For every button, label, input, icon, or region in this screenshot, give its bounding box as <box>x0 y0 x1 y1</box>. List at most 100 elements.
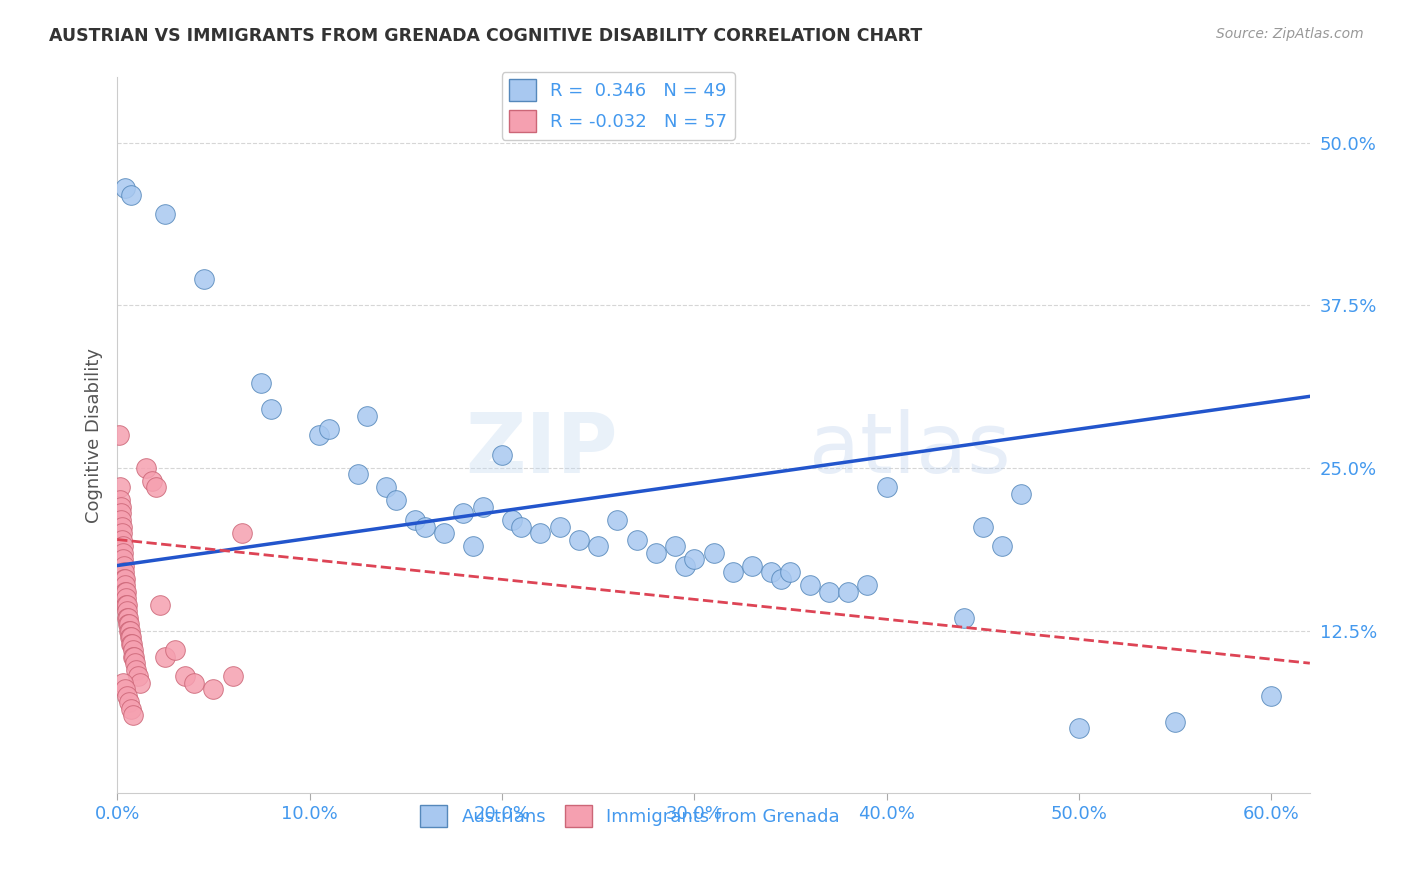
Point <box>606 513 628 527</box>
Point <box>111 526 134 541</box>
Point <box>112 565 135 579</box>
Point <box>491 448 513 462</box>
Point <box>112 558 135 573</box>
Point <box>1164 714 1187 729</box>
Point <box>173 669 195 683</box>
Point <box>118 624 141 638</box>
Point <box>114 584 136 599</box>
Point <box>375 480 398 494</box>
Point <box>664 539 686 553</box>
Point <box>461 539 484 553</box>
Point <box>769 572 792 586</box>
Point <box>856 578 879 592</box>
Point <box>799 578 821 592</box>
Point <box>112 572 135 586</box>
Point <box>148 598 170 612</box>
Point <box>111 539 134 553</box>
Point <box>115 604 138 618</box>
Point <box>318 422 340 436</box>
Point <box>121 649 143 664</box>
Point <box>125 663 148 677</box>
Text: atlas: atlas <box>808 409 1011 491</box>
Text: AUSTRIAN VS IMMIGRANTS FROM GRENADA COGNITIVE DISABILITY CORRELATION CHART: AUSTRIAN VS IMMIGRANTS FROM GRENADA COGN… <box>49 27 922 45</box>
Point <box>991 539 1014 553</box>
Point <box>120 637 142 651</box>
Point <box>548 519 571 533</box>
Point <box>121 643 143 657</box>
Point <box>111 519 134 533</box>
Point <box>155 207 177 221</box>
Point <box>250 376 273 391</box>
Point <box>114 572 136 586</box>
Point <box>118 624 141 638</box>
Point <box>118 617 141 632</box>
Point <box>779 565 801 579</box>
Point <box>110 507 132 521</box>
Point <box>202 682 225 697</box>
Point <box>145 480 167 494</box>
Point <box>121 637 143 651</box>
Point <box>117 610 139 624</box>
Point <box>644 545 666 559</box>
Point <box>114 682 136 697</box>
Point <box>1260 689 1282 703</box>
Point <box>413 519 436 533</box>
Point <box>510 519 533 533</box>
Point <box>231 526 253 541</box>
Point <box>626 533 648 547</box>
Point <box>118 630 141 644</box>
Point <box>221 669 243 683</box>
Point <box>155 649 177 664</box>
Point <box>114 181 136 195</box>
Point <box>108 428 131 442</box>
Point <box>115 689 138 703</box>
Point <box>111 552 134 566</box>
Point <box>115 610 138 624</box>
Point <box>108 493 131 508</box>
Point <box>115 598 138 612</box>
Point <box>183 675 205 690</box>
Point <box>683 552 706 566</box>
Point <box>721 565 744 579</box>
Point <box>404 513 426 527</box>
Point <box>260 402 283 417</box>
Point <box>115 598 138 612</box>
Point <box>120 187 142 202</box>
Point <box>501 513 523 527</box>
Point <box>141 474 163 488</box>
Point <box>1067 721 1090 735</box>
Point <box>111 675 134 690</box>
Text: ZIP: ZIP <box>465 409 619 491</box>
Legend: Austrians, Immigrants from Grenada: Austrians, Immigrants from Grenada <box>413 798 846 834</box>
Point <box>433 526 456 541</box>
Point <box>120 702 142 716</box>
Point <box>111 533 134 547</box>
Point <box>110 500 132 514</box>
Point <box>702 545 724 559</box>
Point <box>385 493 408 508</box>
Point <box>761 565 783 579</box>
Point <box>453 507 475 521</box>
Point <box>1010 487 1032 501</box>
Point <box>124 656 146 670</box>
Point <box>111 545 134 559</box>
Point <box>356 409 378 423</box>
Point <box>114 578 136 592</box>
Point <box>952 610 974 624</box>
Point <box>115 584 138 599</box>
Point <box>741 558 763 573</box>
Point <box>110 513 132 527</box>
Text: Source: ZipAtlas.com: Source: ZipAtlas.com <box>1216 27 1364 41</box>
Point <box>129 675 152 690</box>
Point <box>118 695 141 709</box>
Point <box>837 584 859 599</box>
Point <box>193 272 215 286</box>
Point <box>121 708 143 723</box>
Point <box>818 584 841 599</box>
Point <box>346 467 368 482</box>
Point <box>135 461 157 475</box>
Point <box>127 669 149 683</box>
Point <box>586 539 609 553</box>
Point <box>120 630 142 644</box>
Point <box>876 480 898 494</box>
